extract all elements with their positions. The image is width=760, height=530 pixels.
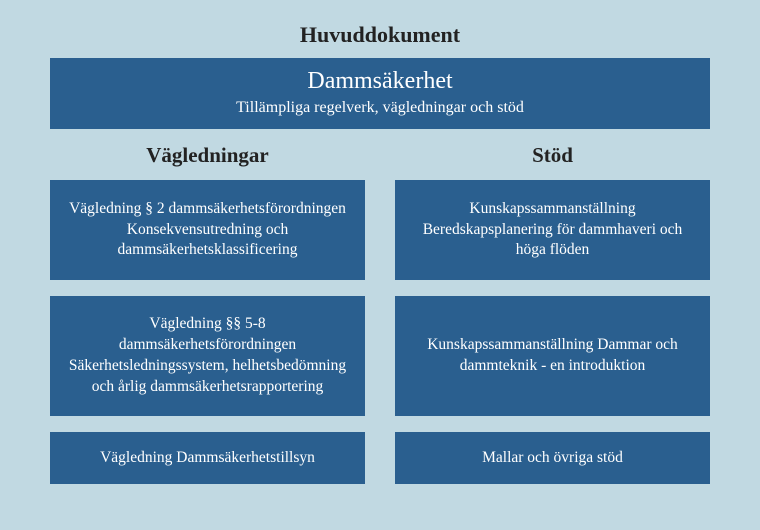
banner-title: Dammsäkerhet xyxy=(62,68,698,95)
card-text: Mallar och övriga stöd xyxy=(413,448,692,469)
left-column-title: Vägledningar xyxy=(50,143,365,168)
card-text: Vägledning Dammsäkerhetstillsyn xyxy=(68,448,347,469)
banner-subtitle: Tillämpliga regelverk, vägledningar och … xyxy=(62,99,698,117)
card-text: Vägledning § 2 dammsäkerhetsförordningen… xyxy=(68,199,347,262)
main-banner: Dammsäkerhet Tillämpliga regelverk, vägl… xyxy=(50,58,710,129)
column-headers: Vägledningar Stöd xyxy=(50,143,710,180)
card-text: Vägledning §§ 5-8 dammsäkerhetsförordnin… xyxy=(68,314,347,398)
card-text: Kunskapssammanställning Beredskapsplaner… xyxy=(413,199,692,262)
vagledning-card: Vägledning § 2 dammsäkerhetsförordningen… xyxy=(50,180,365,280)
card-row: Vägledning Dammsäkerhetstillsyn Mallar o… xyxy=(50,432,710,484)
huvuddokument-heading: Huvuddokument xyxy=(50,22,710,48)
stod-card: Mallar och övriga stöd xyxy=(395,432,710,484)
card-text: Kunskapssammanställning Dammar och dammt… xyxy=(413,335,692,377)
vagledning-card: Vägledning §§ 5-8 dammsäkerhetsförordnin… xyxy=(50,296,365,416)
card-grid: Vägledning § 2 dammsäkerhetsförordningen… xyxy=(50,180,710,484)
stod-card: Kunskapssammanställning Beredskapsplaner… xyxy=(395,180,710,280)
card-row: Vägledning §§ 5-8 dammsäkerhetsförordnin… xyxy=(50,296,710,432)
card-row: Vägledning § 2 dammsäkerhetsförordningen… xyxy=(50,180,710,296)
stod-card: Kunskapssammanställning Dammar och dammt… xyxy=(395,296,710,416)
vagledning-card: Vägledning Dammsäkerhetstillsyn xyxy=(50,432,365,484)
right-column-title: Stöd xyxy=(395,143,710,168)
